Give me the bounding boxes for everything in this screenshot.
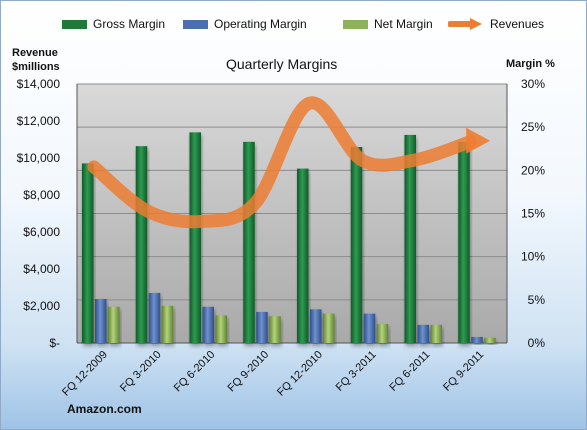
bar-operating-margin: [95, 298, 107, 343]
revenue-line: [87, 96, 477, 229]
x-tick-label: FQ 6-2010: [172, 349, 218, 395]
legend-label-gross: Gross Margin: [93, 17, 166, 31]
bar-operating-margin: [202, 306, 214, 343]
right-tick-label: 25%: [521, 120, 545, 134]
revenue-arrowhead: [466, 127, 491, 154]
legend-revenues: Revenues: [448, 17, 544, 31]
left-tick-label: $2,000: [23, 299, 60, 313]
left-tick-label: $8,000: [23, 188, 60, 202]
right-tick-label: 20%: [521, 163, 545, 177]
left-tick-label: $-: [49, 336, 60, 350]
bar-gross-margin: [458, 141, 470, 343]
left-axis-title: Revenue $millions: [12, 47, 60, 73]
bar-gross-margin: [243, 141, 255, 343]
legend-label-net: Net Margin: [374, 17, 433, 31]
legend-swatch-gross: [62, 19, 87, 29]
x-tick-label: FQ 12-2009: [60, 349, 110, 399]
bar-operating-margin: [363, 313, 376, 343]
bar-gross-margin: [350, 147, 363, 343]
right-axis-title: Margin %: [506, 58, 555, 70]
bar-net-margin: [376, 324, 389, 343]
right-tick-label: 10%: [521, 250, 545, 264]
bar-gross-margin: [189, 132, 201, 343]
bar-net-margin: [161, 305, 174, 343]
bar-net-margin: [484, 337, 496, 343]
x-tick-label: FQ 9-2010: [226, 349, 272, 395]
bar-net-margin: [269, 316, 281, 343]
left-tick-label: $14,000: [17, 77, 61, 91]
legend-label-revenues: Revenues: [490, 17, 545, 31]
bar-operating-margin: [471, 336, 483, 343]
left-tick-label: $6,000: [23, 225, 60, 239]
bar-gross-margin: [297, 168, 309, 343]
bar-gross-margin: [135, 146, 148, 343]
x-tick-label: FQ 12-2010: [275, 349, 325, 399]
legend-gross-margin: Gross Margin: [62, 17, 165, 31]
left-tick-label: $4,000: [23, 262, 60, 276]
chart-title: Quarterly Margins: [226, 56, 338, 72]
bar-operating-margin: [256, 311, 268, 343]
bar-operating-margin: [310, 309, 322, 343]
legend-operating-margin: Operating Margin: [183, 17, 307, 31]
bar-operating-margin: [148, 292, 161, 343]
legend-net-margin: Net Margin: [343, 17, 433, 31]
bar-net-margin: [215, 315, 227, 343]
left-tick-label: $10,000: [17, 151, 61, 165]
legend-swatch-operating: [183, 19, 208, 29]
legend-label-operating: Operating Margin: [214, 17, 307, 31]
left-tick-label: $12,000: [17, 114, 61, 128]
bar-operating-margin: [417, 324, 429, 343]
bar-net-margin: [108, 306, 120, 343]
right-tick-label: 15%: [521, 207, 545, 221]
bar-gross-margin: [404, 134, 416, 343]
bar-net-margin: [430, 324, 442, 343]
bar-net-margin: [323, 313, 335, 343]
x-tick-label: FQ 6-2011: [387, 349, 432, 394]
x-tick-label: FQ 3-2010: [118, 349, 164, 395]
right-tick-label: 0%: [528, 336, 546, 350]
x-tick-label: FQ 9-2011: [441, 349, 486, 394]
legend-arrow-icon: [448, 18, 482, 30]
legend-swatch-net: [343, 19, 368, 29]
x-tick-label: FQ 3-2011: [334, 349, 379, 394]
right-tick-label: 5%: [528, 293, 546, 307]
bar-gross-margin: [82, 163, 94, 343]
right-tick-label: 30%: [521, 77, 545, 91]
source-label: Amazon.com: [67, 402, 142, 416]
